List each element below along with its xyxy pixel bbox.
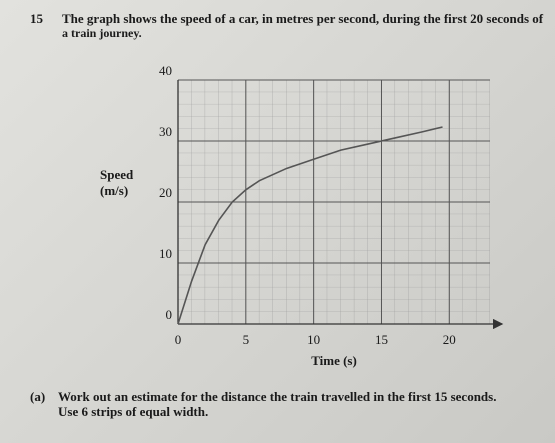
- x-tick-label: 15: [375, 332, 388, 347]
- plot: 0 10 20 30 40 0 5 10 15 20: [159, 63, 504, 347]
- x-tick-label: 5: [243, 332, 250, 347]
- question-number: 15: [30, 11, 44, 26]
- part-label: (a): [30, 389, 45, 404]
- x-tick-label: 10: [307, 332, 320, 347]
- y-axis-label: (m/s): [100, 183, 128, 198]
- question-intro: The graph shows the speed of a car, in m…: [62, 11, 544, 26]
- part-text: Work out an estimate for the distance th…: [58, 389, 496, 404]
- y-tick-label: 10: [159, 246, 172, 261]
- y-tick-label: 0: [166, 307, 173, 322]
- x-axis-label: Time (s): [311, 353, 357, 368]
- x-tick-label: 20: [443, 332, 456, 347]
- part-hint: Use 6 strips of equal width.: [58, 404, 208, 419]
- question-intro: a train journey.: [62, 26, 142, 40]
- y-tick-label: 40: [159, 63, 172, 78]
- y-tick-label: 30: [159, 124, 172, 139]
- y-axis-label: Speed: [100, 167, 134, 182]
- x-tick-label: 0: [175, 332, 182, 347]
- speed-curve: [177, 126, 443, 325]
- y-tick-label: 20: [159, 185, 172, 200]
